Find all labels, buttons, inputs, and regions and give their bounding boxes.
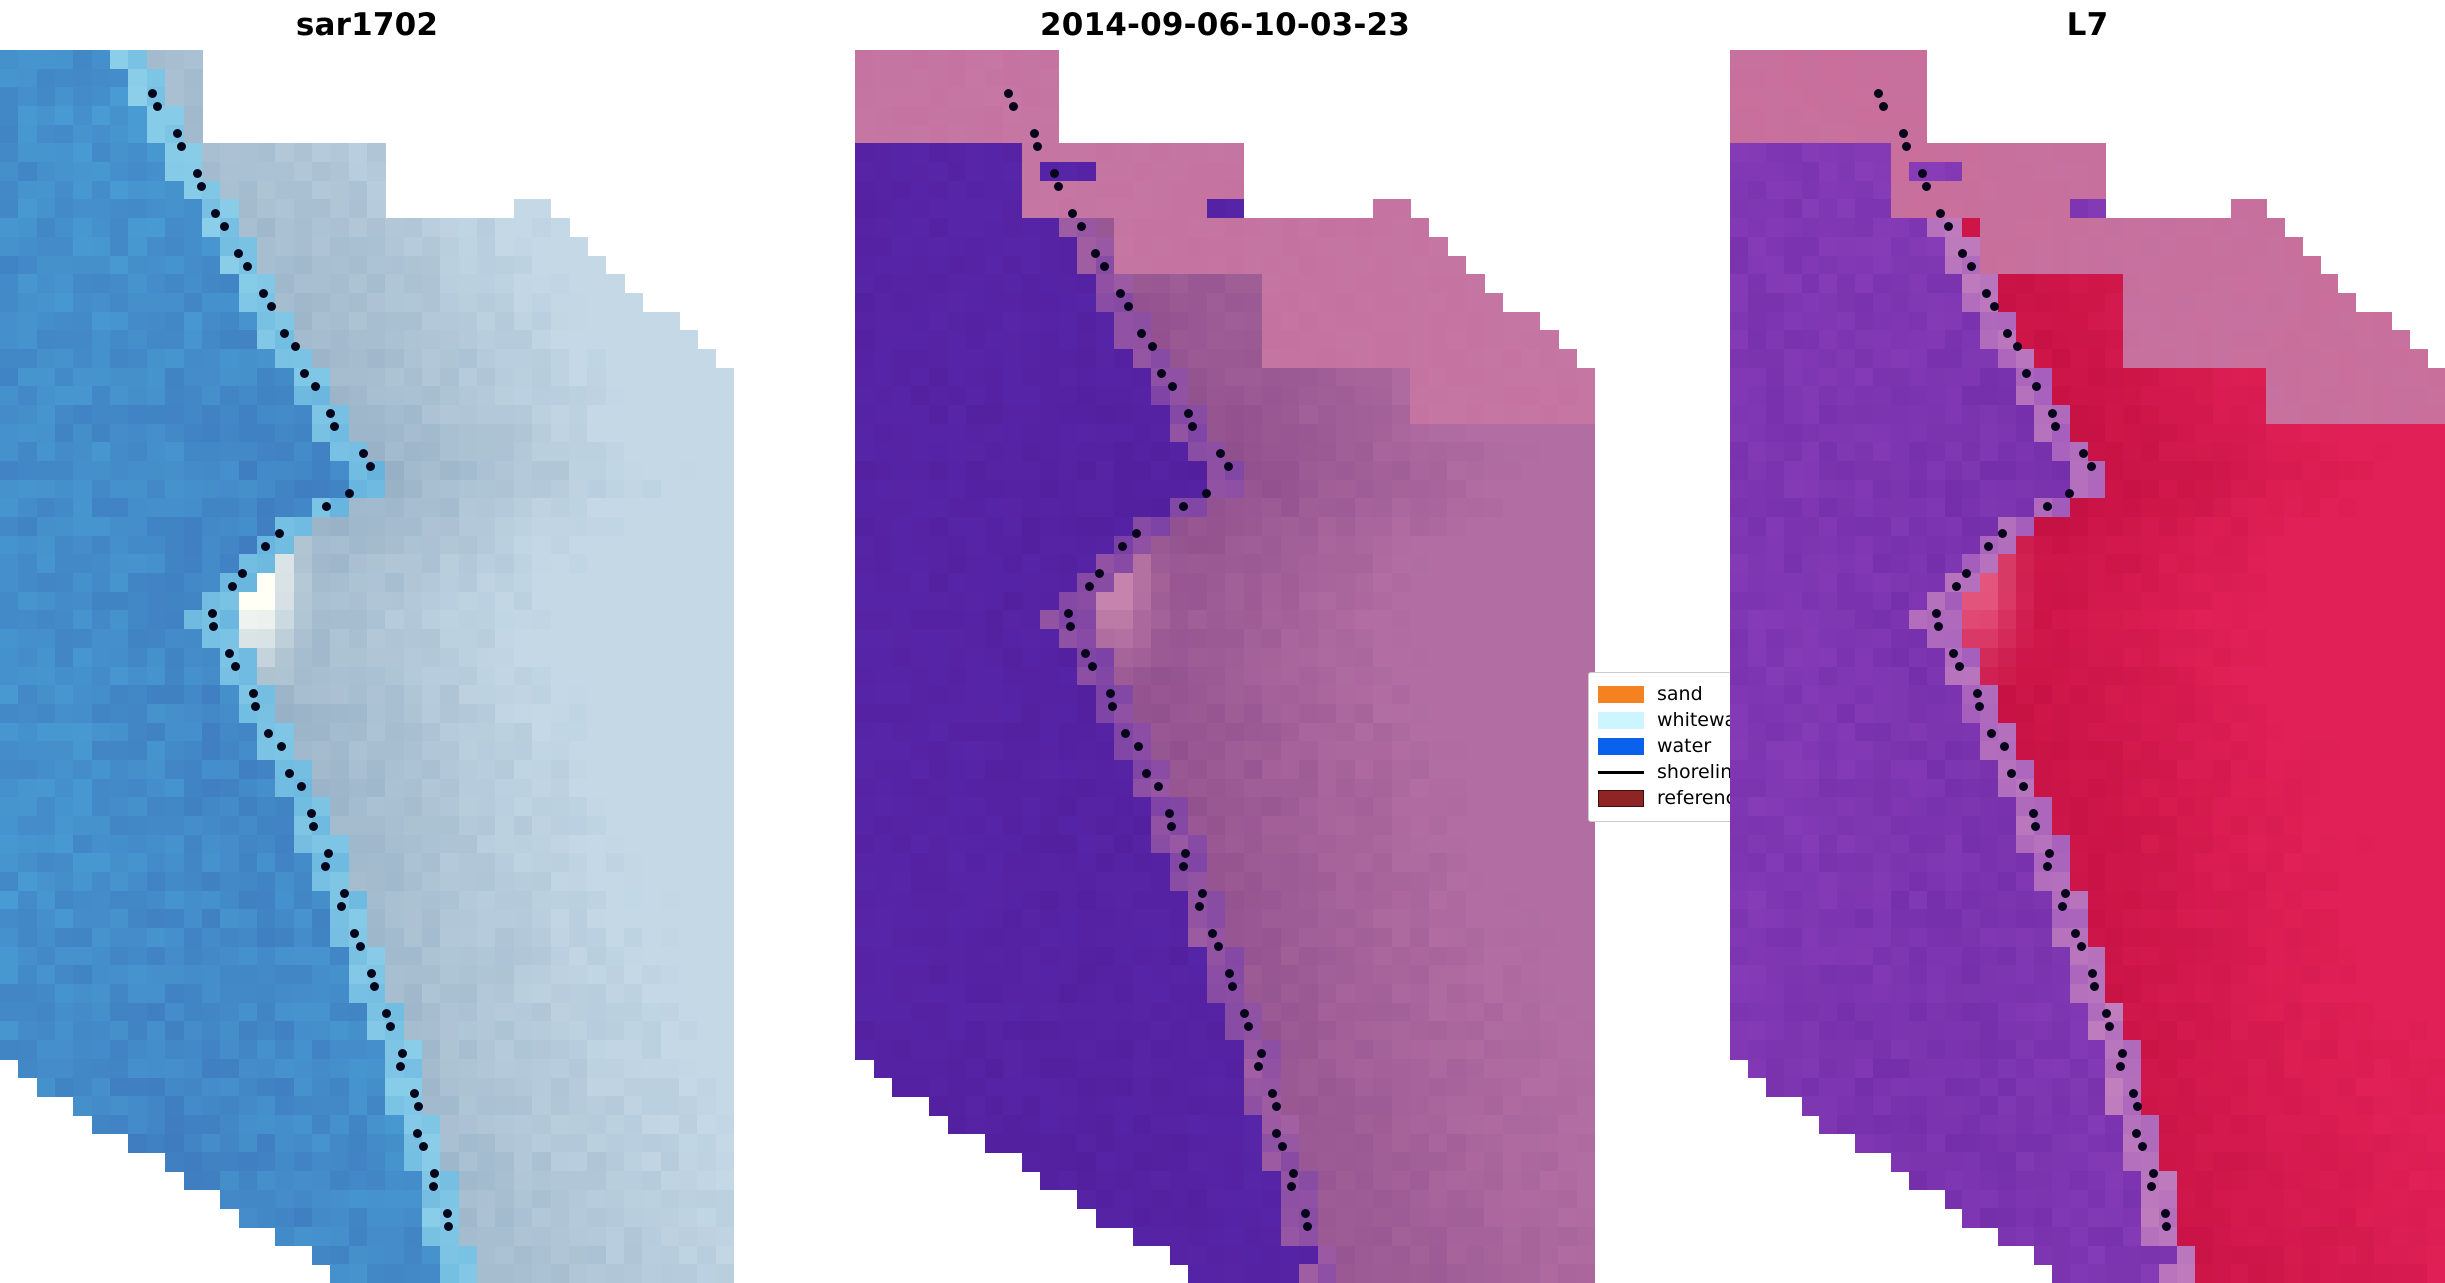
raster-classified-a <box>855 50 1595 1283</box>
panel-sar1702[interactable] <box>0 50 734 1283</box>
water-swatch-icon <box>1598 737 1644 755</box>
panel-title-l7: L7 <box>1730 5 2445 45</box>
panel-2014-09-06-10-03-23[interactable] <box>855 50 1595 1283</box>
reference-shoreline-swatch-icon <box>1598 789 1644 807</box>
sand-swatch-icon <box>1598 685 1644 703</box>
panel-title-date: 2014-09-06-10-03-23 <box>855 5 1595 45</box>
shoreline-line-icon <box>1598 771 1644 774</box>
panel-l7[interactable] <box>1730 50 2445 1283</box>
legend-label-sand: sand <box>1657 684 1703 704</box>
panel-title-sar1702: sar1702 <box>0 5 734 45</box>
legend-item-shoreline: shoreline <box>1598 759 1777 785</box>
legend-label-water: water <box>1657 736 1711 756</box>
legend-label-shoreline: shoreline <box>1657 762 1744 782</box>
whitewater-swatch-icon <box>1598 711 1644 729</box>
legend-item-water: water <box>1598 733 1777 759</box>
raster-sar1702 <box>0 50 734 1283</box>
legend-item-sand: sand <box>1598 681 1777 707</box>
raster-classified-b <box>1730 50 2445 1283</box>
